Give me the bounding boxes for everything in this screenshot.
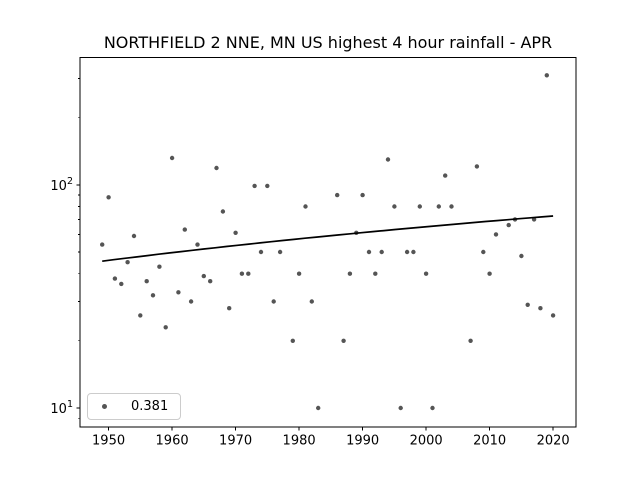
y-axis-tick-label: 102 (50, 176, 73, 194)
x-axis-tick-label: 1980 (283, 434, 316, 449)
data-point (341, 338, 346, 343)
x-axis-tick-label: 2010 (473, 434, 506, 449)
data-point (125, 260, 130, 265)
data-point (385, 157, 391, 162)
data-point (195, 242, 200, 247)
legend: 0.381 (87, 393, 181, 420)
x-axis-tick-label: 2020 (537, 434, 570, 449)
data-point (163, 325, 168, 330)
data-point (436, 204, 441, 209)
data-point (550, 313, 556, 318)
data-point (430, 405, 435, 411)
data-point (303, 204, 308, 209)
data-point (443, 173, 448, 178)
data-point (347, 271, 353, 276)
data-point (296, 271, 302, 276)
data-point (208, 279, 213, 284)
data-point (519, 253, 524, 259)
data-point (373, 271, 378, 276)
data-point (506, 222, 511, 228)
legend-label: 0.381 (131, 399, 169, 414)
data-point (214, 165, 219, 171)
data-point (481, 249, 486, 255)
chart-title: NORTHFIELD 2 NNE, MN US highest 4 hour r… (103, 33, 553, 52)
data-point (169, 155, 175, 161)
data-point (265, 183, 270, 189)
x-axis-tick-label: 1970 (219, 434, 252, 449)
data-point (233, 230, 238, 235)
data-point (239, 271, 245, 276)
data-point (392, 204, 397, 209)
data-point (366, 249, 372, 255)
data-point (201, 273, 206, 279)
trend-line (102, 215, 554, 263)
data-point (258, 249, 264, 255)
data-point (360, 192, 365, 198)
data-point (252, 183, 257, 189)
data-point (423, 271, 429, 276)
data-point (227, 306, 232, 311)
data-point (544, 73, 549, 78)
data-point (271, 299, 276, 304)
data-point (150, 293, 156, 298)
data-point (417, 204, 422, 209)
x-axis-tick-label: 1960 (156, 434, 189, 449)
data-point (106, 195, 111, 200)
data-point (493, 232, 499, 237)
data-point (119, 281, 124, 287)
data-point (538, 306, 543, 311)
data-point (112, 276, 118, 281)
data-point (411, 249, 416, 255)
data-point (404, 249, 410, 255)
data-point (188, 299, 194, 304)
data-point (316, 405, 321, 411)
data-point (144, 279, 149, 284)
data-point (220, 209, 226, 214)
data-point (277, 249, 283, 255)
data-point (525, 302, 530, 307)
data-point (131, 233, 137, 239)
data-point (398, 405, 403, 411)
x-axis-tick-label: 1950 (92, 434, 125, 449)
data-point (157, 264, 162, 269)
data-point (176, 290, 181, 295)
data-point (309, 299, 314, 304)
data-point (379, 249, 384, 255)
data-point (246, 271, 251, 276)
data-point (290, 338, 295, 343)
legend-marker-icon (102, 404, 107, 409)
data-point (182, 227, 187, 232)
x-axis-tick-label: 2000 (410, 434, 443, 449)
data-point (468, 338, 473, 343)
data-point (335, 192, 340, 198)
plot-border (79, 57, 577, 428)
y-axis-tick-label: 101 (50, 399, 73, 417)
x-axis-tick-label: 1990 (346, 434, 379, 449)
data-point (100, 242, 105, 247)
data-point (449, 204, 454, 209)
data-point (474, 164, 480, 169)
data-point (487, 271, 492, 276)
data-point (138, 313, 143, 318)
